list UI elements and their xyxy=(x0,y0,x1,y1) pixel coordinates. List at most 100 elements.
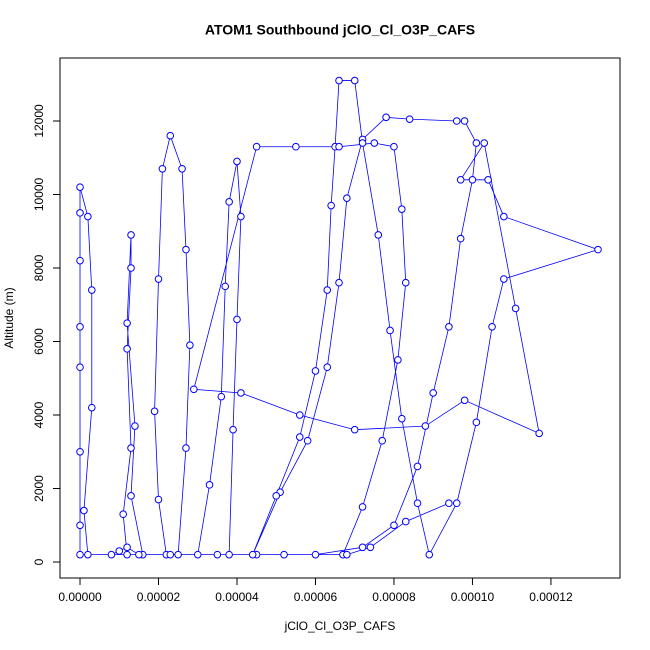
data-point xyxy=(594,245,602,254)
data-point xyxy=(323,363,332,372)
data-point xyxy=(76,323,84,331)
data-point xyxy=(80,506,88,515)
data-point xyxy=(252,142,261,151)
y-tick-label: 4000 xyxy=(32,401,46,428)
data-point xyxy=(87,286,96,294)
x-axis-label: jClO_Cl_O3P_CAFS xyxy=(284,619,396,633)
data-point xyxy=(327,201,335,210)
data-point xyxy=(123,345,131,353)
data-point xyxy=(186,341,194,349)
data-point xyxy=(107,550,116,559)
data-point xyxy=(335,278,343,287)
x-tick-label: 0.00008 xyxy=(372,590,416,604)
y-axis-label: Altitude (m) xyxy=(2,287,16,348)
y-tick-label: 0 xyxy=(32,558,46,565)
data-point xyxy=(350,76,359,85)
data-point xyxy=(413,462,422,471)
data-point xyxy=(205,481,214,489)
data-point xyxy=(374,231,383,239)
data-point xyxy=(378,436,386,445)
data-point xyxy=(386,326,394,335)
data-point xyxy=(135,550,143,559)
data-point xyxy=(229,425,237,434)
data-point xyxy=(76,209,84,217)
data-point xyxy=(84,212,92,221)
data-point xyxy=(233,315,241,324)
data-point xyxy=(225,198,233,206)
data-point xyxy=(480,139,489,147)
data-point xyxy=(382,113,390,122)
data-point xyxy=(123,319,131,327)
data-point xyxy=(358,503,367,511)
chart-title: ATOM1 Southbound jClO_Cl_O3P_CAFS xyxy=(205,22,475,38)
data-point xyxy=(452,117,461,125)
data-point xyxy=(76,256,84,265)
data-point xyxy=(335,76,343,85)
data-line xyxy=(79,80,600,556)
data-point xyxy=(472,418,481,427)
data-point xyxy=(335,142,343,151)
data-point xyxy=(127,231,135,239)
x-tick-label: 0.00002 xyxy=(137,590,181,604)
data-point xyxy=(217,392,226,401)
data-point xyxy=(127,264,135,272)
data-point xyxy=(213,550,222,559)
x-tick-label: 0.00004 xyxy=(215,590,259,604)
data-point xyxy=(460,117,469,125)
data-point xyxy=(401,517,410,526)
data-point xyxy=(119,510,127,519)
data-point xyxy=(115,547,124,555)
data-point xyxy=(472,139,481,147)
data-point xyxy=(131,422,139,430)
data-point xyxy=(127,444,135,452)
data-point xyxy=(511,304,520,313)
data-point xyxy=(87,403,96,412)
data-point xyxy=(500,212,508,221)
data-point xyxy=(182,245,190,254)
data-point xyxy=(295,411,304,419)
x-tick-label: 0.00012 xyxy=(529,590,573,604)
data-point xyxy=(193,550,202,559)
data-point xyxy=(358,543,367,552)
y-tick-label: 10000 xyxy=(32,177,46,211)
data-point xyxy=(76,447,84,456)
data-point xyxy=(401,278,410,287)
x-tick-label: 0.00006 xyxy=(294,590,338,604)
y-tick-label: 12000 xyxy=(32,104,46,138)
data-point xyxy=(158,164,167,173)
data-point xyxy=(500,275,508,283)
data-point xyxy=(311,550,320,559)
data-point xyxy=(233,157,241,166)
data-point xyxy=(154,495,163,504)
data-point xyxy=(166,131,175,140)
data-point xyxy=(76,521,84,530)
data-point xyxy=(190,385,198,394)
data-point xyxy=(398,414,406,423)
data-point xyxy=(150,407,159,416)
data-point xyxy=(456,234,465,243)
data-point xyxy=(394,356,402,364)
data-point xyxy=(413,499,422,508)
data-point xyxy=(456,175,465,184)
data-point xyxy=(295,433,304,441)
data-point xyxy=(323,286,332,294)
data-point xyxy=(123,550,131,559)
data-point xyxy=(237,212,245,221)
data-point xyxy=(425,550,434,559)
data-point xyxy=(76,550,84,559)
data-point xyxy=(366,543,375,552)
data-point xyxy=(484,175,492,184)
data-point xyxy=(311,367,320,375)
data-point xyxy=(452,499,461,508)
data-point xyxy=(398,205,406,213)
data-point xyxy=(390,142,398,151)
data-point xyxy=(280,550,288,559)
data-point xyxy=(76,363,84,372)
data-point xyxy=(343,194,351,202)
data-point xyxy=(468,175,477,184)
data-point xyxy=(405,115,414,123)
data-point xyxy=(303,436,312,445)
data-point xyxy=(166,550,175,559)
data-point xyxy=(350,425,359,434)
data-point xyxy=(429,389,438,397)
